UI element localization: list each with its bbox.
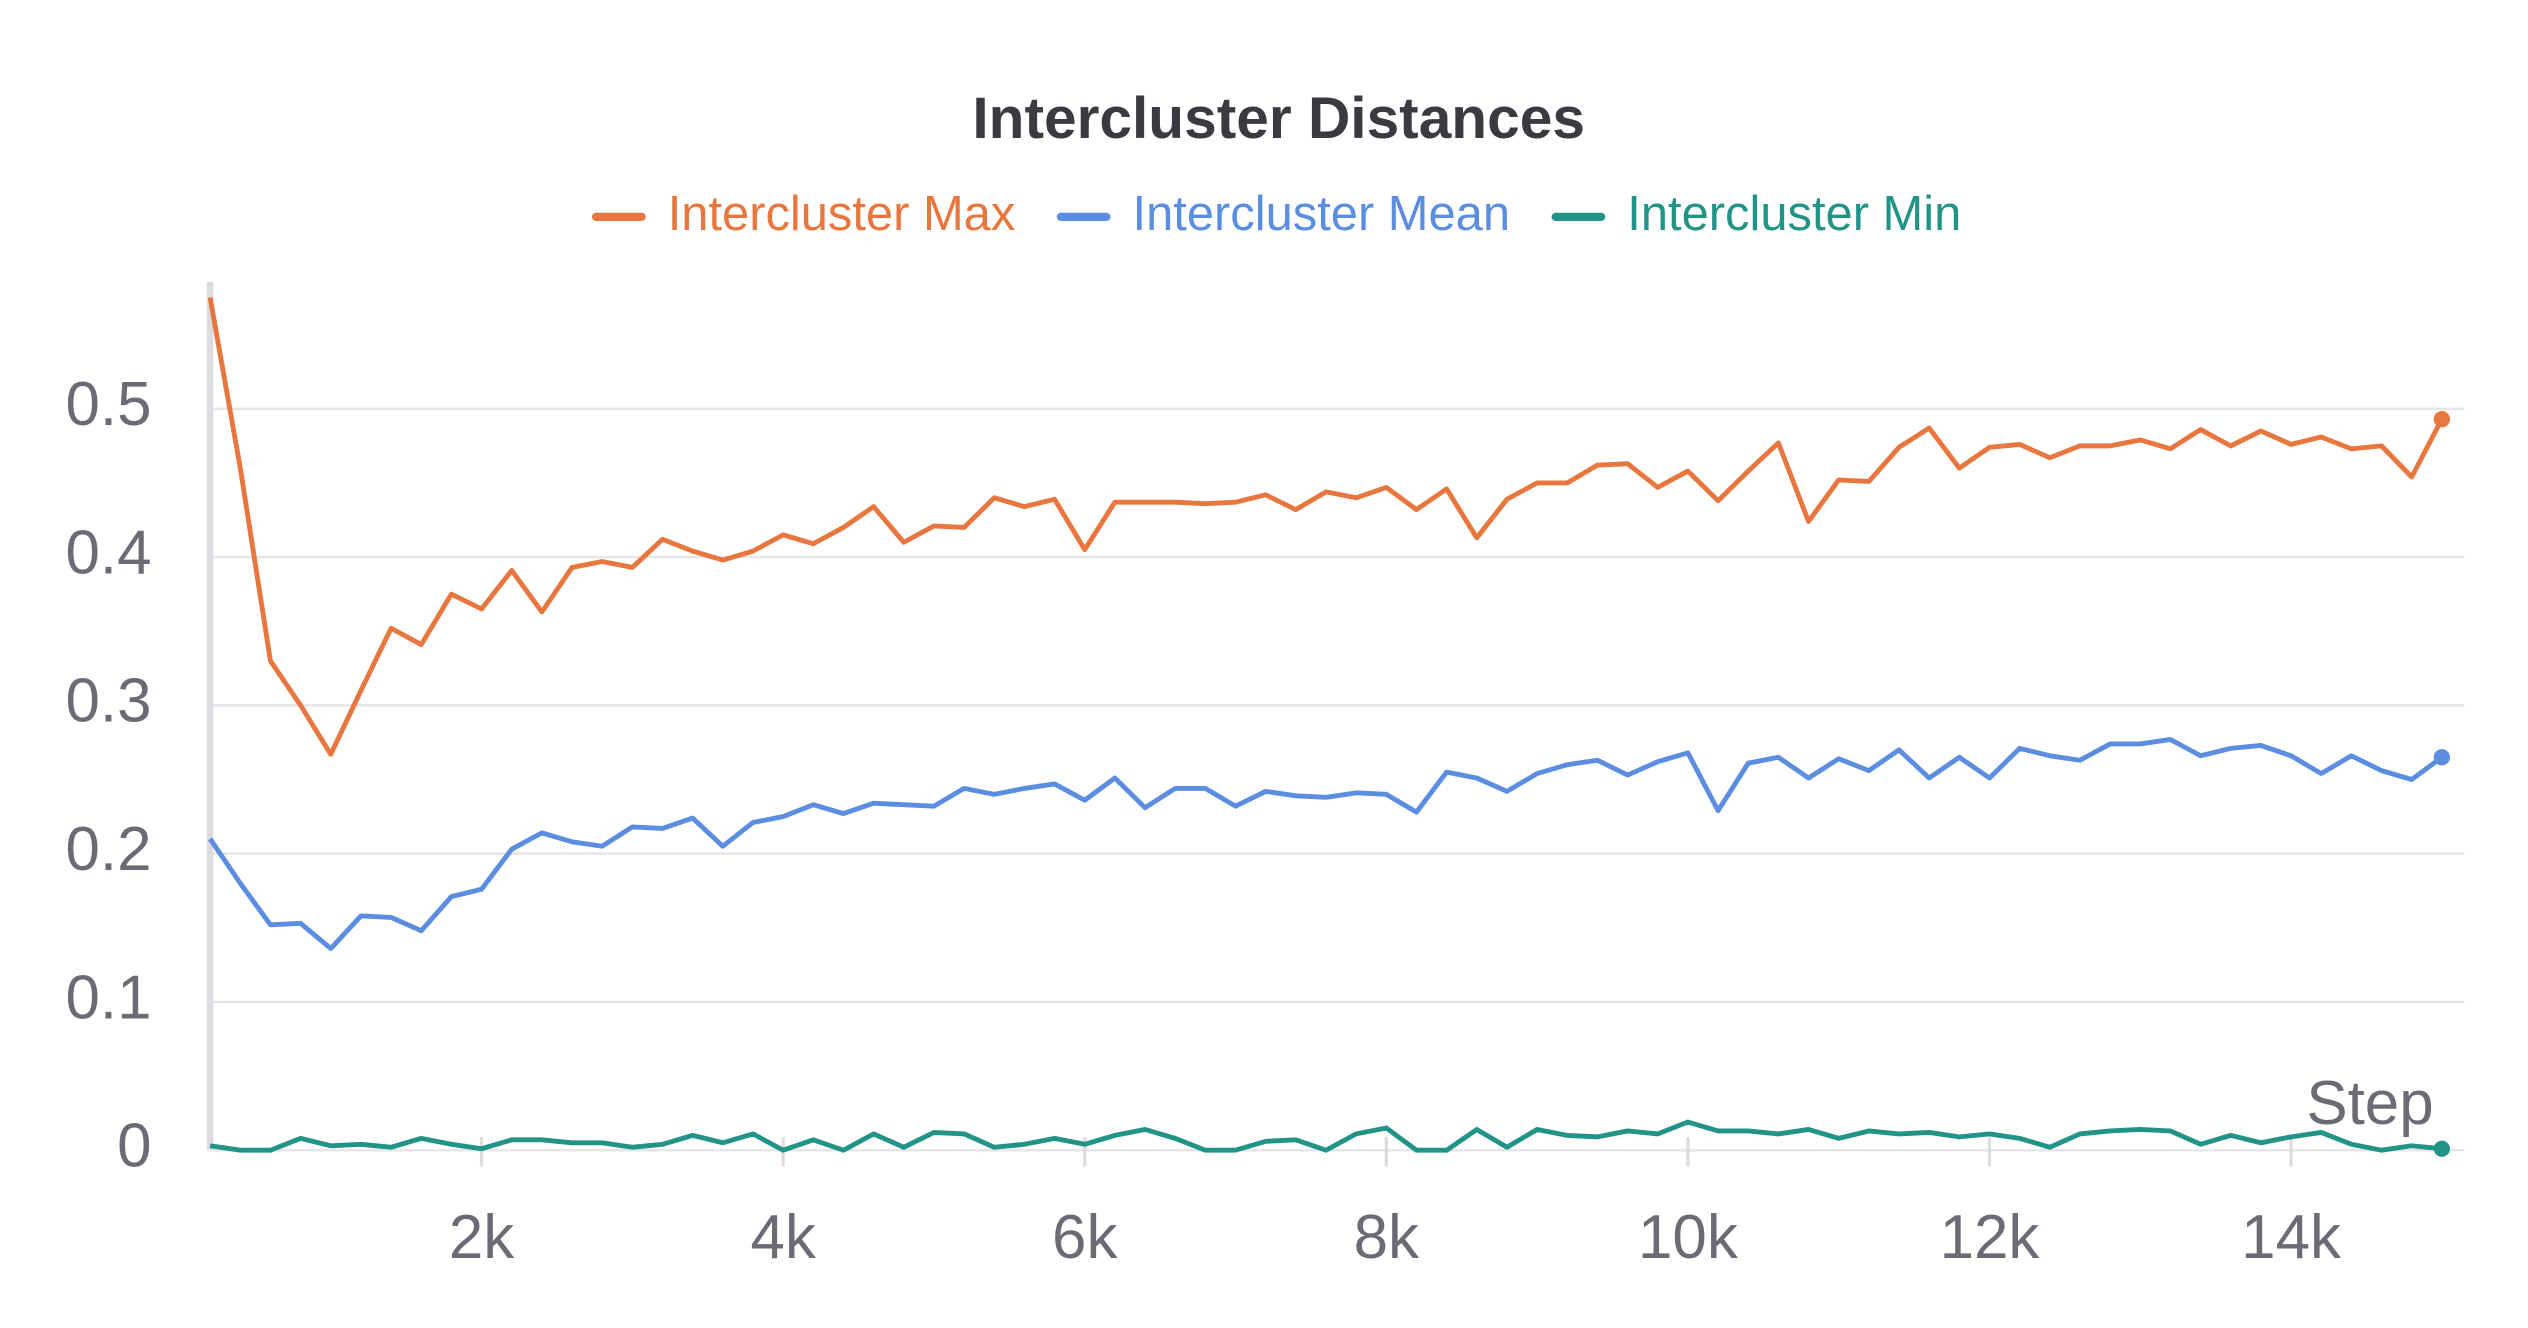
chart-title: Intercluster Distances — [972, 86, 1585, 151]
legend-item: Intercluster Min — [1551, 187, 1961, 241]
y-tick-label: 0.4 — [65, 518, 151, 587]
x-tick-label: 12k — [1940, 1203, 2041, 1272]
y-tick-label: 0.2 — [65, 815, 151, 884]
legend-label: Intercluster Max — [668, 187, 1016, 241]
x-axis-label: Step — [2306, 1069, 2433, 1138]
y-tick-label: 0 — [117, 1112, 151, 1181]
x-tick-label: 14k — [2241, 1203, 2342, 1272]
end-dot — [2433, 749, 2450, 766]
y-tick-label: 0.3 — [65, 667, 151, 736]
legend-label: Intercluster Min — [1627, 187, 1961, 241]
legend-item: Intercluster Max — [591, 187, 1016, 241]
x-tick-label: 4k — [750, 1203, 816, 1272]
series-line — [207, 297, 2445, 757]
legend: Intercluster Max Intercluster Mean Intercl… — [591, 187, 1961, 241]
x-tick-label: 2k — [449, 1203, 515, 1272]
legend-item: Intercluster Mean — [1056, 187, 1510, 241]
y-tick-label: 0.1 — [65, 963, 151, 1032]
x-tick-label: 10k — [1638, 1203, 1739, 1272]
y-tick-label: 0.5 — [65, 370, 151, 439]
x-tick-label: 6k — [1052, 1203, 1118, 1272]
end-dot — [2433, 411, 2450, 428]
series-line — [208, 737, 2444, 951]
x-tick-label: 8k — [1354, 1203, 1420, 1272]
end-dot — [2433, 1140, 2450, 1157]
legend-label: Intercluster Mean — [1133, 187, 1510, 241]
series-line — [209, 1119, 2443, 1153]
